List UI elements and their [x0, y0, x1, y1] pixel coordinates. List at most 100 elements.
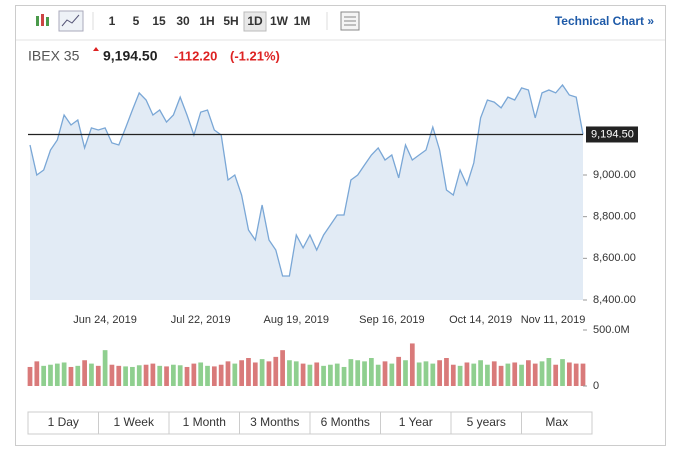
- volume-bar: [444, 358, 449, 386]
- volume-bar: [307, 364, 313, 386]
- volume-bar: [157, 365, 163, 386]
- volume-bar: [82, 360, 87, 386]
- volume-bar: [573, 363, 579, 386]
- interval-button[interactable]: 1H: [199, 14, 214, 28]
- volume-bar: [498, 365, 504, 386]
- volume-bar: [416, 362, 422, 386]
- volume-bar: [485, 364, 490, 386]
- volume-bar: [102, 350, 108, 386]
- volume-bar: [450, 364, 456, 386]
- volume-bar: [580, 363, 586, 386]
- volume-bar: [123, 366, 128, 386]
- price-line: [29, 83, 584, 277]
- volume-bar: [75, 365, 81, 386]
- volume-bar: [403, 360, 408, 386]
- range-label[interactable]: 6 Months: [321, 415, 370, 429]
- interval-button[interactable]: 1D: [247, 14, 263, 28]
- price: 9,194.50: [103, 48, 158, 64]
- volume-bar: [246, 358, 251, 386]
- volume-bar: [198, 362, 204, 386]
- x-tick-label: Jul 22, 2019: [171, 314, 231, 326]
- volume-bar: [211, 366, 217, 386]
- volume-bar: [205, 365, 210, 386]
- range-label[interactable]: 1 Day: [48, 415, 79, 429]
- range-label[interactable]: 1 Week: [114, 415, 155, 429]
- x-tick-label: Sep 16, 2019: [359, 314, 424, 326]
- volume-bar: [348, 359, 354, 386]
- y-tick-label: 8,400.00: [593, 294, 636, 306]
- volume-bar: [232, 363, 238, 386]
- volume-bar: [334, 363, 340, 386]
- volume-bar: [375, 364, 381, 386]
- volume-bar: [266, 361, 272, 386]
- volume-bar: [143, 364, 149, 386]
- volume-bar: [491, 361, 497, 386]
- range-label[interactable]: 1 Year: [399, 415, 433, 429]
- volume-bar: [150, 363, 156, 386]
- down-arrow: [93, 47, 99, 51]
- range-label[interactable]: Max: [545, 415, 568, 429]
- volume-bar: [539, 361, 545, 386]
- volume-bar: [457, 365, 463, 386]
- interval-active: [243, 11, 267, 32]
- volume-bar: [184, 366, 190, 386]
- volume-bar: [287, 360, 292, 386]
- volume-bar: [512, 362, 518, 386]
- interval-button[interactable]: 5H: [223, 14, 238, 28]
- x-tick-label: Oct 14, 2019: [449, 314, 512, 326]
- volume-bar: [218, 364, 224, 386]
- volume-bar: [54, 363, 60, 386]
- range-label[interactable]: 1 Month: [183, 415, 226, 429]
- range-label[interactable]: 5 years: [467, 415, 506, 429]
- line-icon[interactable]: [58, 10, 84, 32]
- volume-bar: [368, 358, 374, 386]
- volume-bar: [566, 362, 572, 386]
- price-tag-label: 9,194.50: [591, 128, 634, 140]
- volume-bar: [409, 343, 415, 386]
- volume-bar: [505, 363, 511, 386]
- interval-button[interactable]: 15: [152, 14, 166, 28]
- volume-bar: [34, 361, 40, 386]
- volume-bar: [252, 362, 258, 386]
- volume-bar: [355, 360, 361, 386]
- volume-bar: [341, 366, 347, 386]
- volume-bar: [95, 365, 101, 386]
- interval-button[interactable]: 30: [176, 14, 190, 28]
- x-tick-label: Nov 11, 2019: [521, 314, 586, 326]
- interval-button[interactable]: 1M: [294, 14, 311, 28]
- change: -112.20: [174, 48, 217, 63]
- interval-button[interactable]: 5: [133, 14, 140, 28]
- instrument-name: IBEX 35: [28, 48, 80, 64]
- volume-bar: [532, 363, 538, 386]
- range-label[interactable]: 3 Months: [250, 415, 299, 429]
- volume-bar: [546, 358, 552, 386]
- volume-bar: [136, 365, 142, 386]
- volume-bar: [48, 364, 53, 386]
- volume-bar: [471, 363, 477, 386]
- y-tick-label: 8,600.00: [593, 252, 636, 264]
- y-tick-label: 0: [593, 380, 599, 392]
- volume-bar: [61, 362, 67, 386]
- volume-bar: [273, 356, 279, 386]
- change-percent: (-1.21%): [230, 48, 280, 63]
- y-tick-label: 500.0M: [593, 324, 630, 336]
- y-tick-label: 9,000.00: [593, 169, 636, 181]
- volume-bar: [464, 362, 470, 386]
- volume-bar: [164, 366, 169, 386]
- volume-bar: [89, 363, 94, 386]
- volume-bar: [382, 361, 388, 386]
- line-icon-glyph: [61, 14, 80, 27]
- technical-chart-link[interactable]: Technical Chart »: [555, 14, 654, 28]
- volume-bar: [293, 361, 299, 386]
- volume-bar: [109, 364, 115, 386]
- volume-bar: [321, 365, 326, 386]
- range-button[interactable]: [521, 411, 593, 435]
- volume-bar: [171, 364, 176, 386]
- interval-button[interactable]: 1: [109, 14, 116, 28]
- candle-icon[interactable]: [36, 14, 49, 26]
- interval-button[interactable]: 1W: [270, 14, 289, 28]
- volume-bar: [478, 360, 483, 386]
- volume-bar: [328, 364, 333, 386]
- volume-bar: [430, 363, 436, 386]
